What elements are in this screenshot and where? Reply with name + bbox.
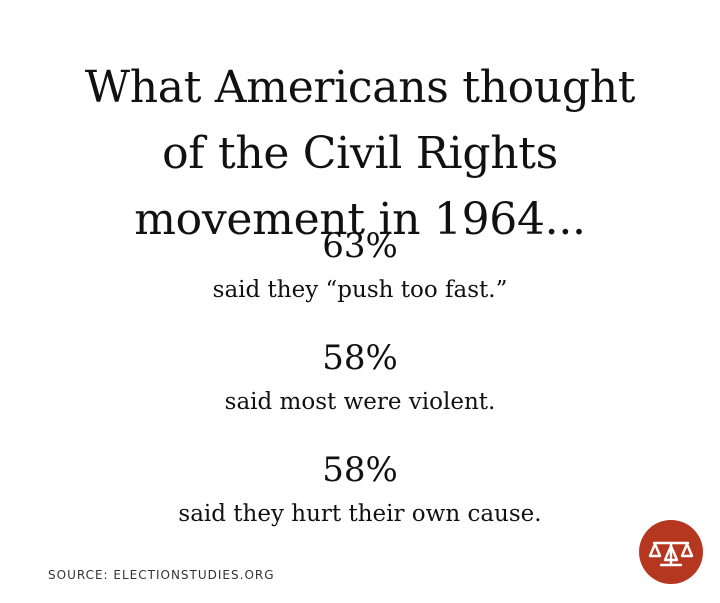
stat-hurt-own-cause: 58% said they hurt their own cause. [0, 450, 720, 529]
headline: What Americans thought of the Civil Righ… [0, 55, 720, 253]
stat-most-violent: 58% said most were violent. [0, 338, 720, 417]
source-credit: SOURCE: ELECTIONSTUDIES.ORG [48, 568, 275, 582]
stat-caption: said they “push too fast.” [212, 277, 508, 303]
stat-caption: said they hurt their own cause. [178, 501, 542, 527]
headline-line-1: What Americans thought [84, 62, 636, 114]
headline-line-3: movement in 1964... [134, 194, 586, 246]
stat-value: 63% [322, 226, 398, 266]
stat-value: 58% [322, 450, 398, 490]
headline-line-2: of the Civil Rights [162, 128, 558, 180]
stat-value: 58% [322, 338, 398, 378]
stat-push-too-fast: 63% said they “push too fast.” [0, 226, 720, 305]
scales-of-justice-icon [639, 520, 703, 584]
stat-caption: said most were violent. [224, 389, 496, 415]
